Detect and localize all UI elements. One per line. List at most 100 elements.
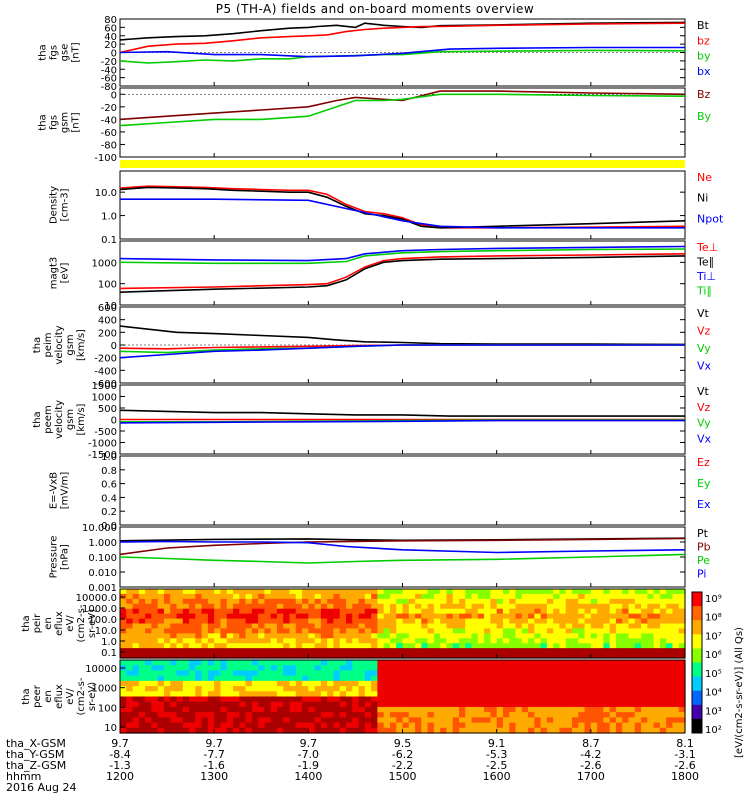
spectrogram-cell (389, 613, 397, 620)
spectrogram-cell (572, 686, 579, 692)
spectrogram-cell (415, 680, 422, 687)
spectrogram-cell (572, 712, 579, 718)
spectrogram-cell (364, 660, 372, 666)
spectrogram-cell (446, 696, 454, 703)
spectrogram-cell (427, 686, 435, 692)
spectrogram-cell (521, 608, 529, 615)
spectrogram-cell (421, 643, 429, 649)
spectrogram-cell (666, 680, 674, 687)
spectrogram-cell (603, 686, 611, 692)
spectrogram-cell (528, 727, 535, 734)
spectrogram-cell (189, 717, 196, 724)
spectrogram-cell (182, 691, 190, 698)
spectrogram-cell (459, 633, 466, 639)
spectrogram-cell (389, 633, 397, 639)
spectrogram-cell (276, 648, 284, 654)
colorbar-tick: 10⁸ (705, 613, 722, 624)
spectrogram-cell (477, 628, 485, 634)
spectrogram-cell (433, 613, 441, 620)
spectrogram-cell (678, 643, 686, 649)
spectrogram-cell (440, 675, 448, 682)
spectrogram-cell (289, 603, 297, 610)
spectrogram-cell (565, 638, 573, 644)
spectrogram-cell (145, 712, 152, 718)
spectrogram-cell (138, 727, 146, 734)
spectrogram-cell (226, 691, 234, 698)
spectrogram-cell (320, 717, 328, 724)
spectrogram-cell (182, 593, 190, 600)
spectrogram-cell (233, 722, 240, 729)
spectrogram-cell (302, 598, 309, 605)
ylabel-line: (cm2-s- (76, 604, 87, 642)
spectrogram-cell (207, 623, 215, 630)
spectrogram-cell (471, 686, 479, 692)
spectrogram-cell (308, 675, 316, 682)
spectrogram-cell (446, 638, 454, 644)
spectrogram-cell (603, 691, 611, 698)
spectrogram-cell (678, 608, 686, 615)
spectrogram-cell (490, 717, 498, 724)
spectrogram-cell (509, 603, 517, 610)
spectrogram-cell (459, 603, 466, 610)
spectrogram-cell (283, 643, 291, 649)
spectrogram-cell (339, 643, 347, 649)
spectrogram-cell (352, 727, 360, 734)
spectrogram-cell (672, 633, 680, 639)
spectrogram-cell (320, 691, 328, 698)
spectrogram-cell (521, 618, 529, 625)
spectrogram-cell (126, 608, 134, 615)
spectrogram-cell (484, 623, 491, 630)
spectrogram-cell (333, 696, 341, 703)
spectrogram-cell (502, 727, 510, 734)
spectrogram-cell (509, 643, 517, 649)
spectrogram-cell (634, 643, 642, 649)
spectrogram-cell (302, 613, 309, 620)
spectrogram-cell (283, 717, 291, 724)
spectrogram-cell (327, 618, 335, 625)
spectrogram-cell (239, 727, 247, 734)
spectrogram-cell (170, 653, 178, 659)
spectrogram-cell (258, 675, 265, 682)
spectrogram-cell (383, 653, 391, 659)
spectrogram-cell (408, 686, 416, 692)
spectrogram-cell (427, 633, 435, 639)
spectrogram-cell (339, 706, 347, 713)
spectrogram-cell (314, 717, 322, 724)
spectrogram-cell (389, 696, 397, 703)
spectrogram-cell (157, 643, 165, 649)
spectrogram-cell (295, 696, 303, 703)
spectrogram-cell (346, 717, 353, 724)
legend-Vz: Vz (697, 401, 711, 414)
spectrogram-cell (302, 618, 309, 625)
spectrogram-cell (534, 633, 542, 639)
spectrogram-cell (666, 608, 674, 615)
spectrogram-cell (647, 608, 655, 615)
spectrogram-cell (534, 653, 542, 659)
series-line-Ti⊥ (119, 245, 686, 262)
spectrogram-cell (314, 618, 322, 625)
spectrogram-cell (258, 593, 265, 600)
spectrogram-cell (170, 598, 178, 605)
spectrogram-cell (546, 638, 554, 644)
spectrogram-cell (327, 613, 335, 620)
tick-label: -40 (101, 115, 117, 126)
spectrogram-cell (647, 680, 655, 687)
spectrogram-cell (578, 643, 586, 649)
spectrogram-cell (615, 660, 623, 666)
spectrogram-cell (352, 643, 360, 649)
spectrogram-cell (634, 670, 642, 677)
spectrogram-cell (145, 696, 152, 703)
spectrogram-cell (597, 727, 604, 734)
spectrogram-cell (590, 701, 598, 708)
spectrogram-cell (289, 660, 297, 666)
spectrogram-cell (421, 618, 429, 625)
spectrogram-cell (433, 623, 441, 630)
spectrogram-cell (666, 691, 674, 698)
spectrogram-cell (678, 648, 686, 654)
spectrogram-cell (308, 653, 316, 659)
spectrogram-cell (534, 598, 542, 605)
spectrogram-cell (132, 648, 140, 654)
spectrogram-cell (308, 613, 316, 620)
legend-Te∥: Te∥ (696, 256, 714, 269)
spectrogram-cell (446, 717, 454, 724)
